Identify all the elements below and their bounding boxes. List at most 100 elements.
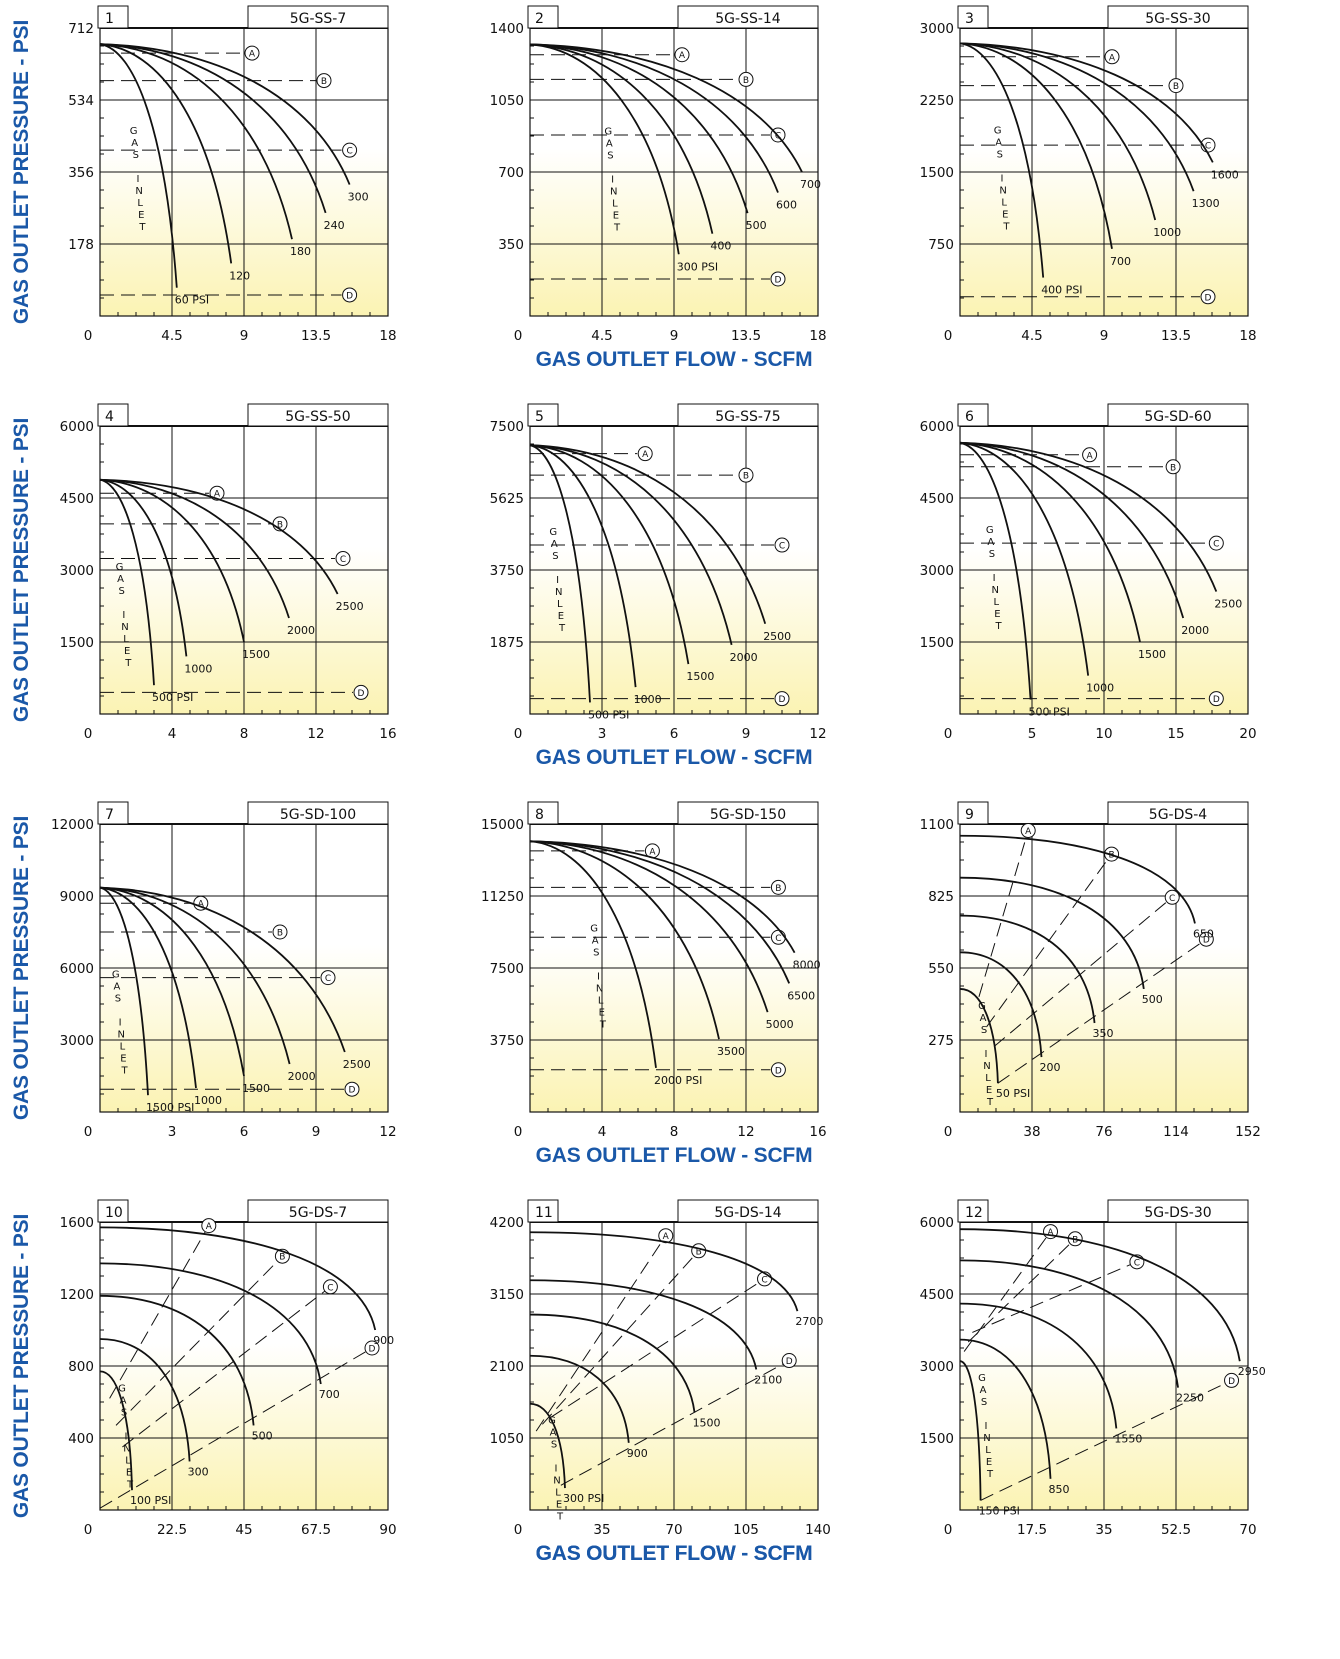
y-tick-label: 3000	[60, 563, 94, 579]
pressure-curve	[99, 886, 149, 1096]
pressure-curve	[959, 988, 999, 1084]
x-tick-label: 6	[240, 1124, 249, 1140]
y-tick-label: 400	[68, 1431, 94, 1447]
ref-tag-letter: C	[779, 542, 785, 552]
gas-inlet-letter: A	[980, 1385, 987, 1396]
curve-label: 650	[1193, 927, 1214, 940]
chart-number: 5	[535, 409, 544, 425]
ref-tag-letter: C	[1213, 540, 1219, 550]
pressure-curve	[529, 1313, 696, 1413]
gas-inlet-letter: I	[611, 174, 614, 185]
curve-label: 2500	[336, 600, 364, 613]
x-tick-label: 18	[1239, 328, 1256, 344]
gas-inlet-letter: L	[985, 1073, 991, 1084]
y-tick-label: 1500	[920, 165, 954, 181]
model-box	[1107, 801, 1249, 825]
curve-label: 2500	[343, 1058, 371, 1071]
x-tick-label: 0	[944, 726, 953, 742]
gas-inlet-letter: T	[121, 1066, 129, 1077]
x-tick-label: 35	[1095, 1522, 1112, 1538]
gas-inlet-letter: S	[119, 586, 125, 597]
gas-inlet-letter: G	[112, 970, 120, 981]
y-tick-label: 1600	[60, 1215, 94, 1231]
pressure-curve	[959, 42, 1195, 192]
y-tick-label: 7500	[490, 419, 524, 435]
y-axis-title-text: GAS OUTLET PRESSURE - PSI	[10, 417, 33, 723]
gas-inlet-letter: T	[599, 1019, 607, 1030]
x-axis-title: GAS OUTLET FLOW - SCFM	[535, 746, 813, 769]
ref-tag-letter: C	[761, 1275, 767, 1285]
chart-7: 7 5G-SD-100 0 3 6 9 12 3000 6000 9000 12000 A B C D 150…	[51, 801, 397, 1140]
x-tick-label: 4.5	[591, 328, 612, 344]
ref-tag-b	[738, 467, 754, 483]
ref-tag-d	[353, 684, 369, 700]
ref-tag-c	[322, 1279, 338, 1295]
ref-line-a	[963, 1231, 1051, 1352]
chart-number: 7	[105, 807, 114, 823]
curve-label: 1300	[1192, 197, 1220, 210]
gas-inlet-letter: I	[993, 573, 996, 584]
x-tick-label: 4.5	[161, 328, 182, 344]
gas-inlet-letter: G	[116, 562, 124, 573]
x-tick-label: 17.5	[1017, 1522, 1047, 1538]
chart-6: 6 5G-SD-60 0 5 10 15 20 1500 3000 4500 6000 A B C D 500…	[920, 403, 1257, 742]
model-box	[247, 801, 389, 825]
ref-tag-a	[1020, 823, 1036, 839]
model-label: 5G-SS-50	[285, 409, 350, 425]
curve-label: 2700	[795, 1315, 823, 1328]
curve-label: 1600	[1211, 168, 1239, 181]
pressure-curve	[959, 951, 1043, 1058]
gas-inlet-letter: L	[557, 599, 563, 610]
gas-inlet-letter: A	[550, 1428, 557, 1439]
gas-inlet-letter: E	[558, 611, 564, 622]
gas-inlet-letter: S	[121, 1407, 127, 1418]
pressure-curve	[959, 441, 1090, 676]
y-axis-title: GAS OUTLET PRESSURE - PSI	[0, 1214, 44, 1518]
x-tick-label: 8	[240, 726, 249, 742]
x-tick-label: 12	[379, 1124, 396, 1140]
gas-inlet-letter: T	[124, 658, 132, 669]
y-axis-title-text: GAS OUTLET PRESSURE - PSI	[10, 1213, 33, 1519]
pressure-curve	[959, 1338, 1052, 1479]
pressure-curve	[959, 42, 1045, 278]
ref-tag-a	[1082, 447, 1098, 463]
gas-inlet-letter: I	[985, 1421, 988, 1432]
x-tick-label: 20	[1239, 726, 1256, 742]
gas-inlet-letter: T	[556, 1512, 564, 1523]
chart-number-box	[97, 5, 129, 29]
pressure-curve	[99, 886, 197, 1089]
chart-number-box	[527, 403, 559, 427]
y-tick-label: 356	[68, 165, 94, 181]
gas-inlet-letter: L	[598, 995, 604, 1006]
x-tick-label: 67.5	[301, 1522, 331, 1538]
y-tick-label: 534	[68, 93, 94, 109]
ref-tag-letter: A	[198, 900, 205, 910]
curve-label: 2250	[1176, 1392, 1204, 1405]
x-tick-label: 0	[84, 726, 93, 742]
y-axis-title: GAS OUTLET PRESSURE - PSI	[0, 816, 44, 1120]
x-tick-label: 9	[312, 1124, 321, 1140]
ref-tag-letter: D	[346, 291, 353, 301]
gas-inlet-letter: G	[604, 126, 612, 137]
gas-inlet-letter: N	[553, 1476, 560, 1487]
ref-tag-letter: A	[206, 1222, 213, 1232]
ref-tag-letter: D	[775, 1066, 782, 1076]
curve-label: 300 PSI	[677, 260, 718, 273]
model-label: 5G-SS-30	[1145, 11, 1210, 27]
ref-tag-a	[674, 47, 690, 63]
x-tick-label: 9	[1100, 328, 1109, 344]
curve-label: 850	[1049, 1483, 1070, 1496]
x-tick-label: 4	[168, 726, 177, 742]
y-tick-label: 6000	[920, 1215, 954, 1231]
ref-tag-letter: C	[1134, 1258, 1140, 1268]
gas-inlet-letter: E	[994, 609, 1000, 620]
gas-inlet-letter: I	[597, 971, 600, 982]
ref-tag-d	[770, 271, 786, 287]
x-tick-label: 16	[809, 1124, 826, 1140]
gas-inlet-letter: L	[555, 1488, 561, 1499]
ref-tag-b	[770, 879, 786, 895]
x-tick-label: 9	[240, 328, 249, 344]
curve-label: 2100	[754, 1373, 782, 1386]
